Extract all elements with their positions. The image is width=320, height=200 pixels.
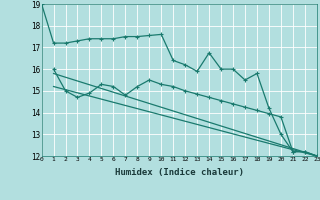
X-axis label: Humidex (Indice chaleur): Humidex (Indice chaleur) (115, 168, 244, 177)
